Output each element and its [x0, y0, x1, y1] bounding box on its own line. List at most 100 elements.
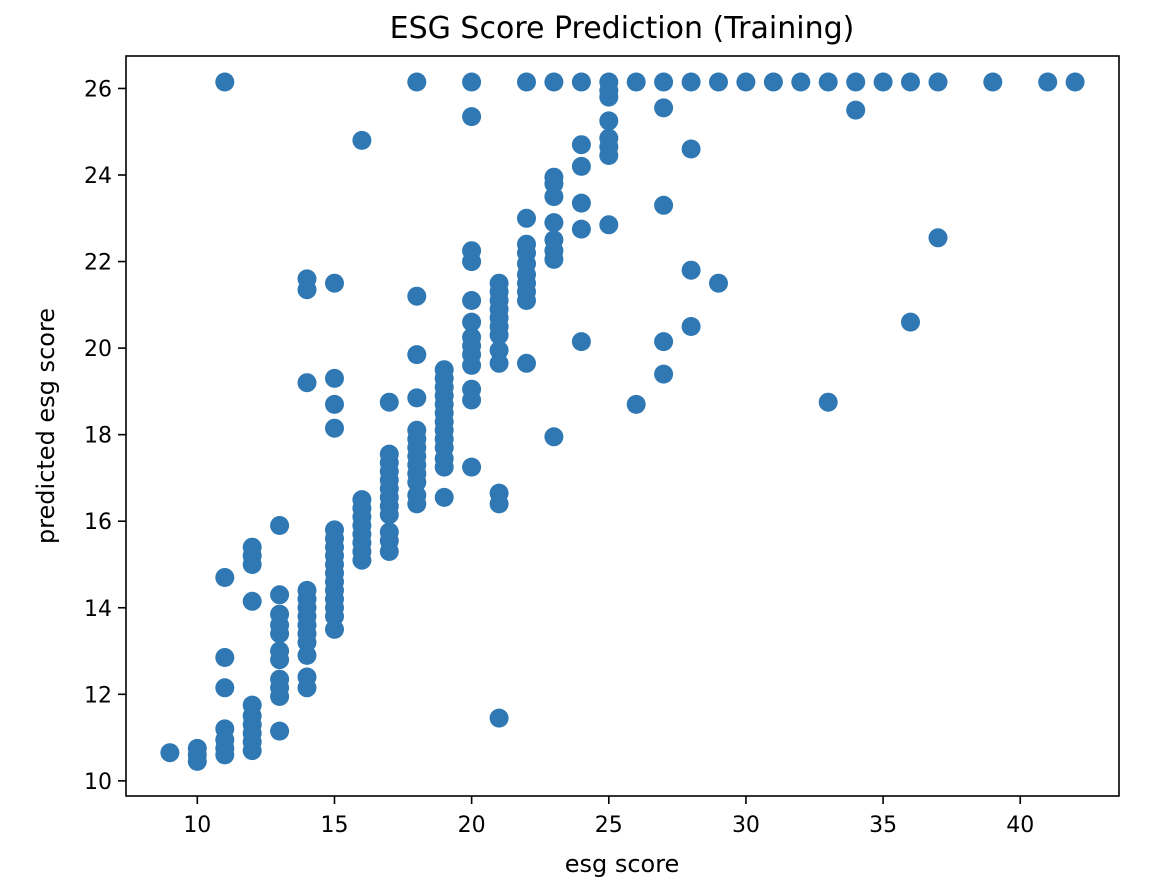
scatter-point — [462, 72, 482, 92]
scatter-point — [544, 187, 564, 207]
scatter-point — [654, 364, 674, 384]
scatter-point — [352, 130, 372, 150]
points-layer — [160, 72, 1085, 771]
x-tick-label: 30 — [732, 813, 760, 838]
scatter-point — [791, 72, 811, 92]
scatter-point — [489, 325, 509, 345]
scatter-point — [901, 72, 920, 92]
scatter-point — [571, 72, 591, 92]
scatter-point — [983, 72, 1003, 92]
y-tick-label: 26 — [84, 77, 112, 102]
y-tick-label: 24 — [84, 164, 112, 189]
scatter-point — [407, 494, 427, 514]
scatter-point — [297, 373, 317, 393]
scatter-point — [517, 208, 536, 228]
y-tick-label: 18 — [84, 424, 112, 449]
scatter-point — [407, 72, 427, 92]
scatter-point — [599, 146, 619, 165]
scatter-point — [489, 340, 509, 360]
scatter-point — [571, 135, 591, 155]
scatter-point — [517, 72, 536, 92]
x-tick-label: 35 — [869, 813, 897, 838]
scatter-point — [352, 550, 372, 570]
y-tick-label: 22 — [84, 251, 112, 276]
scatter-point — [571, 156, 591, 176]
scatter-point — [1065, 72, 1085, 92]
plot-frame — [125, 55, 1120, 797]
scatter-point — [681, 260, 701, 280]
scatter-point — [270, 585, 290, 605]
x-tick-label: 40 — [1006, 813, 1034, 838]
scatter-point — [325, 394, 344, 414]
scatter-point — [818, 392, 838, 412]
scatter-point — [626, 72, 646, 92]
scatter-point — [215, 678, 235, 698]
scatter-point — [544, 427, 564, 447]
chart-title: ESG Score Prediction (Training) — [390, 11, 855, 46]
scatter-point — [654, 98, 674, 118]
scatter-point — [928, 72, 948, 92]
scatter-point — [544, 249, 564, 269]
scatter-point — [571, 332, 591, 352]
scatter-point — [379, 505, 399, 525]
scatter-point — [571, 219, 591, 239]
scatter-point — [846, 100, 866, 120]
scatter-point — [928, 228, 948, 248]
scatter-point — [215, 745, 235, 765]
scatter-point — [407, 286, 427, 306]
scatter-point — [187, 751, 207, 771]
scatter-point — [873, 72, 893, 92]
scatter-point — [407, 345, 427, 365]
scatter-point — [489, 353, 509, 373]
scatter-point — [489, 494, 509, 514]
y-axis-label: predicted esg score — [32, 308, 60, 544]
scatter-point — [599, 111, 619, 131]
x-axis-label: esg score — [565, 850, 680, 878]
y-axis-ticks: 10 12 14 16 18 20 22 24 26 — [84, 77, 126, 795]
scatter-point — [462, 107, 482, 127]
scatter-point — [325, 273, 344, 293]
scatter-point — [654, 195, 674, 215]
scatter-point — [544, 72, 564, 92]
scatter-point — [681, 72, 701, 92]
x-tick-label: 10 — [183, 813, 211, 838]
scatter-point — [462, 252, 482, 272]
scatter-point — [215, 72, 235, 92]
scatter-point — [462, 457, 482, 477]
scatter-point — [709, 72, 728, 92]
scatter-point — [462, 312, 482, 332]
scatter-point — [626, 394, 646, 414]
x-tick-label: 20 — [458, 813, 486, 838]
scatter-point — [846, 72, 866, 92]
scatter-point — [270, 516, 290, 535]
scatter-point — [709, 273, 728, 293]
y-tick-label: 14 — [84, 597, 112, 622]
scatter-point — [270, 687, 290, 706]
scatter-point — [242, 591, 262, 611]
scatter-point — [160, 743, 180, 763]
scatter-point — [215, 568, 235, 587]
scatter-point — [270, 650, 290, 670]
scatter-point — [681, 139, 701, 159]
x-tick-label: 15 — [320, 813, 348, 838]
scatter-point — [215, 648, 235, 667]
scatter-point — [571, 193, 591, 213]
scatter-point — [325, 418, 344, 438]
scatter-point — [242, 741, 262, 761]
scatter-point — [599, 87, 619, 107]
scatter-point — [407, 388, 427, 408]
scatter-point — [763, 72, 783, 92]
scatter-point — [270, 624, 290, 644]
x-axis-ticks: 10 15 20 25 30 35 40 — [183, 796, 1034, 838]
scatter-point — [434, 487, 454, 507]
scatter-point — [297, 645, 317, 665]
scatter-point — [379, 542, 399, 561]
scatter-point — [517, 291, 536, 310]
scatter-point — [489, 708, 509, 728]
scatter-point — [297, 678, 317, 698]
scatter-point — [681, 317, 701, 336]
x-tick-label: 25 — [595, 813, 623, 838]
scatter-point — [434, 457, 454, 477]
